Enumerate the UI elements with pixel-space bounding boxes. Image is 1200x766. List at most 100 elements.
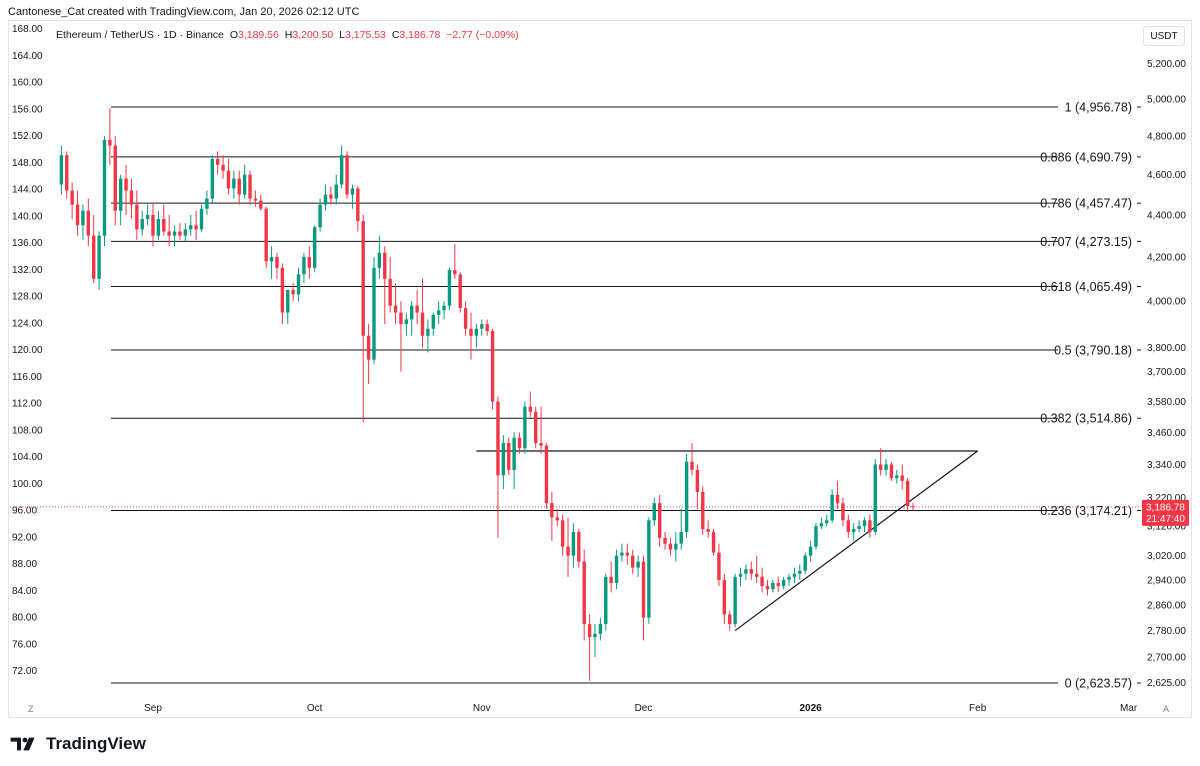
candle-body [280,267,285,313]
candle-body [496,401,500,476]
candle-body [140,218,144,230]
candle-body [641,561,646,618]
candle-body [108,139,112,146]
candle-body [167,231,171,236]
candle-body [760,576,764,587]
right-axis-tick: 2,940.00 [1147,575,1186,586]
candle-body [194,225,198,230]
fib-level-label: 0.5 (3,790.18) [1054,343,1132,357]
candle-body [668,543,673,550]
left-axis-tick: 164.00 [12,51,43,62]
candle-body [679,531,683,544]
candle-body [647,520,651,618]
candle-body [286,289,290,313]
candle-body [356,188,360,222]
candle-body [458,274,462,308]
candle-body [221,164,225,171]
candle-body [868,520,872,532]
candle-body [329,194,333,199]
candle-body [178,231,182,236]
right-axis-tick: 3,020.00 [1147,551,1186,562]
zoom-corner-left[interactable]: Z [28,704,34,714]
candle-body [620,552,624,556]
candle-body [70,190,74,205]
close-value: 3,186.78 [399,29,441,41]
candle-body [625,552,630,556]
candle-body [447,270,452,306]
candle-body [695,469,700,492]
open-value: 3,189.56 [237,29,279,41]
candle-body [878,464,883,470]
chart-pane[interactable] [8,20,1192,718]
candle-body [798,570,802,574]
candle-body [118,178,123,211]
candle-body [410,305,414,320]
left-axis-tick: 156.00 [12,104,43,115]
auto-scale-button[interactable]: A [1163,704,1170,714]
candle-body [264,208,268,262]
candle-body [383,252,387,279]
candle-body [92,235,96,279]
candle-body [738,573,743,577]
candle-body [205,198,209,209]
left-axis-tick: 92.00 [12,532,37,543]
left-axis-tick: 148.00 [12,158,43,169]
right-axis-tick: 3,700.00 [1147,367,1186,378]
candle-body [345,155,349,195]
candle-body [393,305,398,313]
candle-body [453,270,457,275]
candle-body [884,464,888,470]
candle-body [841,503,845,521]
candle-body [657,503,662,538]
candle-body [156,218,161,236]
high-label: H [284,29,293,41]
candle-body [248,174,252,199]
left-axis-tick: 152.00 [12,131,43,142]
left-axis-tick: 132.00 [12,265,43,276]
right-axis-tick: 4,800.00 [1147,132,1186,143]
candle-body [895,475,899,479]
candle-body [722,579,727,615]
candle-body [819,523,824,527]
left-axis-tick: 76.00 [12,639,37,650]
right-axis-tick: 2,860.00 [1147,600,1186,611]
candle-body [814,526,818,547]
currency-button[interactable]: USDT [1143,26,1185,46]
left-axis-tick: 124.00 [12,318,43,329]
candle-body [124,178,128,191]
symbol-legend: Ethereum / TetherUS · 1D · Binance O3,18… [56,29,519,41]
candle-body [183,229,188,236]
candle-body [415,305,419,313]
right-axis-tick: 2,780.00 [1147,626,1186,637]
candle-body [835,494,840,504]
candle-body [129,190,134,205]
candle-body [480,324,484,329]
candle-body [65,155,69,191]
right-axis-tick: 4,600.00 [1147,170,1186,181]
candle-body [781,579,786,587]
candle-body [528,406,532,412]
candle-body [507,442,511,470]
candle-body [372,267,376,360]
candle-body [296,274,301,295]
candle-body [420,312,425,336]
candle-body [485,324,489,332]
candle-body [587,624,592,638]
right-axis-tick: 2,700.00 [1147,653,1186,664]
candle-body [215,159,220,165]
tradingview-logo-icon [10,737,35,751]
candle-body [102,139,107,236]
left-axis-tick: 108.00 [12,425,43,436]
brand-name: TradingView [46,734,146,753]
left-axis-tick: 112.00 [12,399,42,410]
candle-body [490,331,495,402]
candle-body [533,411,538,443]
candle-body [857,526,861,530]
right-axis-tick: 3,460.00 [1147,428,1186,439]
left-axis-tick: 168.00 [12,24,43,35]
candle-body [388,278,392,306]
candle-body [253,198,258,201]
candle-body [523,406,527,449]
candle-body [582,561,586,625]
